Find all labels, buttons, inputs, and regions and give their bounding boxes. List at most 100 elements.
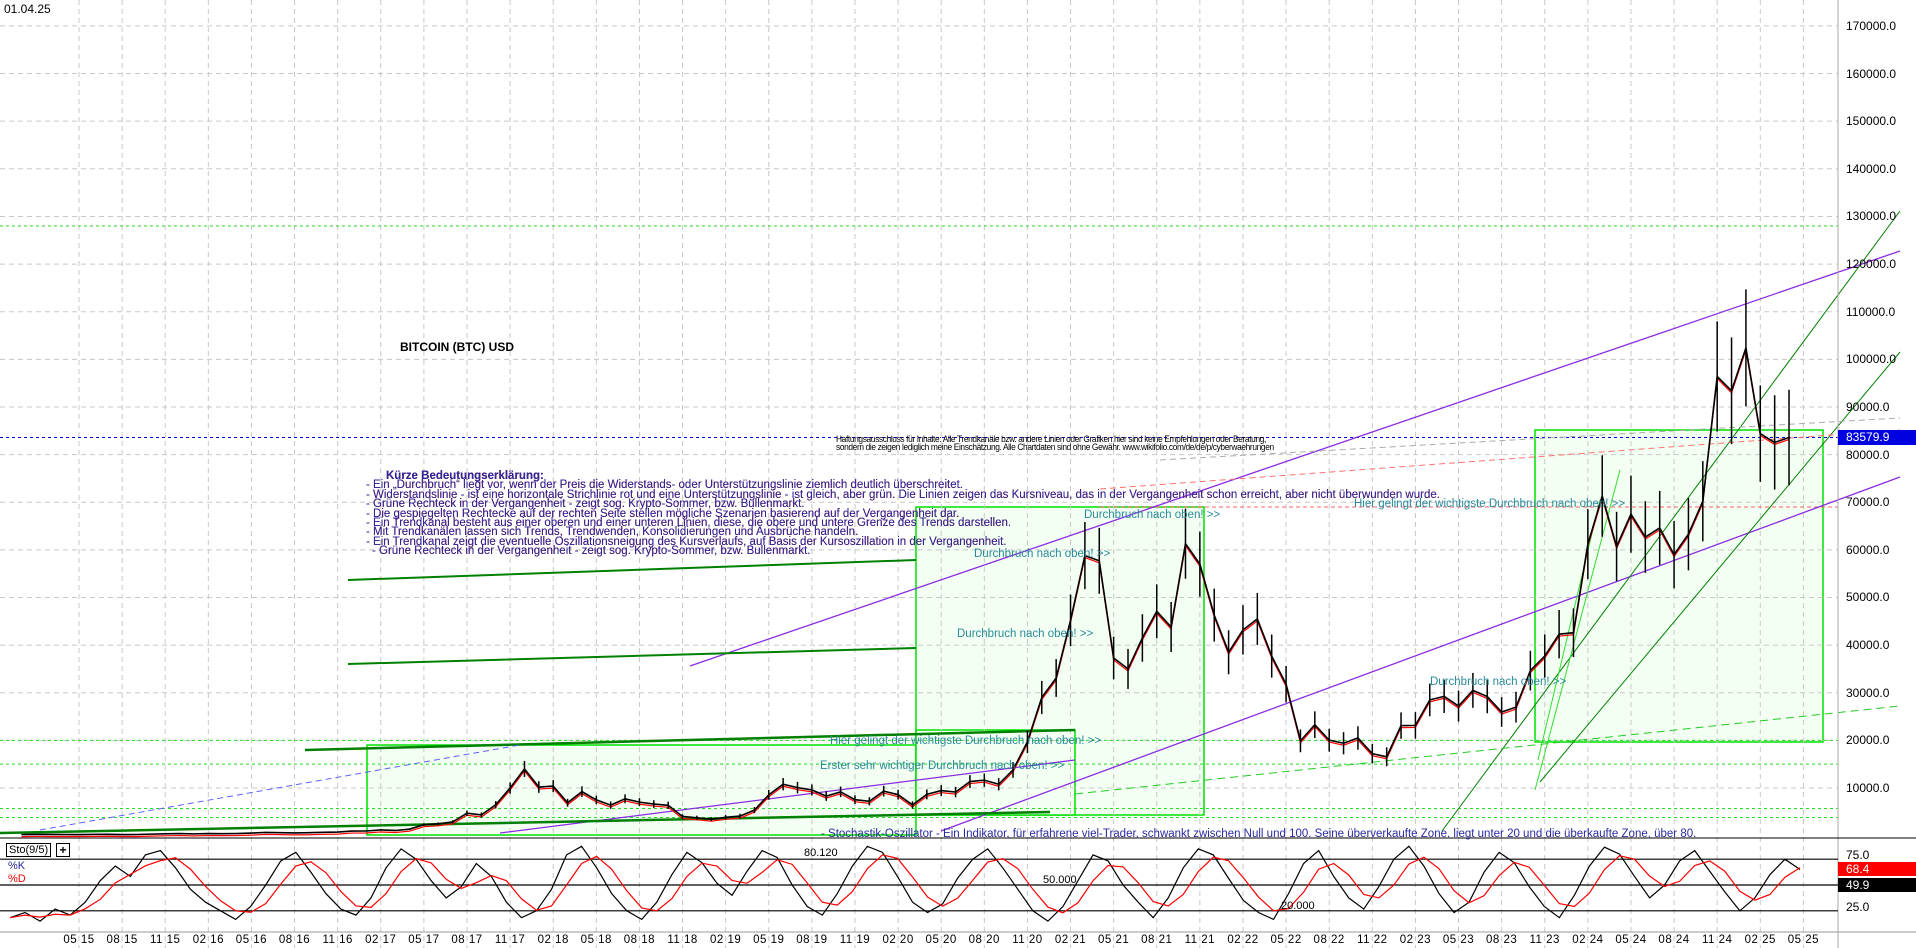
legend-line: - Grüne Rechteck in der Vergangenheit - … [366, 498, 805, 511]
legend-line: - Widerstandslinie - ist eine horizontal… [366, 488, 1440, 501]
date-axis-label: 02 23 [1399, 934, 1432, 946]
disclaimer-line: Haftungsausschluss für Inhalte: Alle Tre… [836, 434, 1266, 444]
add-indicator-button[interactable]: + [56, 843, 70, 857]
bull-market-box [915, 729, 1076, 816]
date-axis-label: 05 17 [408, 934, 440, 946]
date-axis-label: 08 22 [1313, 934, 1345, 946]
date-axis-label: 11 22 [1357, 934, 1388, 946]
date-axis-label: 02 21 [1054, 934, 1087, 946]
legend-line: - Ein Trendkanal besteht aus einer obere… [366, 517, 1012, 530]
stochastic-description: - Stochastik-Oszillator - Ein Indikator,… [821, 828, 1697, 840]
date-axis-label: 08 19 [796, 934, 828, 946]
date-axis-label: 11 20 [1012, 934, 1043, 946]
price-axis-label: 80000.0 [1846, 447, 1890, 462]
legend-block: Kürze Bedeutungserklärung: - Ein „Durchb… [366, 470, 1440, 558]
stochastic-last-d: 49.9 [1838, 878, 1916, 892]
stochastic-axis-label: 25.0 [1846, 900, 1870, 914]
date-axis-label: 08 23 [1485, 934, 1518, 946]
price-axis-label: 50000.0 [1846, 590, 1890, 605]
date-axis-label: 02 25 [1744, 934, 1776, 946]
date-axis-label: 08 17 [451, 934, 483, 946]
date-axis-label: 11 16 [322, 934, 353, 946]
legend-line: - Die gespiegelten Rechtecke auf der rec… [366, 507, 960, 520]
date-axis-label: 02 19 [710, 934, 742, 946]
trend-line [1537, 499, 1601, 761]
trend-line-dashed [1159, 417, 1901, 461]
price-line-down [21, 349, 1790, 838]
stochastic-d-label: %D [8, 873, 26, 885]
date-axis-label: 02 24 [1572, 934, 1604, 946]
price-axis-label: 40000.0 [1846, 638, 1890, 653]
annotation-key-breakout: Hier gelingt der wichtigste Durchbruch n… [830, 735, 1102, 747]
price-axis-label: 90000.0 [1846, 399, 1890, 414]
annotation-breakout: Durchbruch nach oben! >> [957, 628, 1094, 640]
trend-channel-line [1441, 210, 1901, 832]
chart-title: BITCOIN (BTC) USD [400, 340, 514, 354]
bull-market-box [1534, 429, 1824, 743]
date-axis-label: 08 15 [106, 934, 138, 946]
price-axis-label: 10000.0 [1846, 781, 1890, 795]
date-axis-label: 05 22 [1270, 934, 1302, 946]
stochastic-last-k: 68.4 [1838, 862, 1916, 876]
date-axis-label: 08 16 [278, 934, 311, 946]
disclaimer-line: sondern die zeigen lediglich meine Einsc… [836, 442, 1274, 452]
stochastic-indicator-label[interactable]: Sto(9/5) [6, 843, 52, 857]
price-line [21, 347, 1790, 836]
date-axis-label: 02 18 [537, 934, 569, 946]
date-axis-label: 02 17 [365, 934, 397, 946]
legend-line: - Mit Trendkanälen lassen sich Trends, T… [366, 526, 859, 539]
date-axis-label: 05 16 [235, 934, 268, 946]
price-axis-label: 70000.0 [1846, 495, 1890, 510]
stochastic-k-line [9, 845, 1801, 922]
stochastic-level-mid: 50.000 [1043, 874, 1077, 886]
date-axis-label: 11 15 [150, 934, 181, 946]
trend-line [347, 559, 917, 581]
annotation-breakout: Durchbruch nach oben! >> [1084, 509, 1221, 521]
price-axis-label: 130000.0 [1846, 209, 1897, 224]
channel-lower-line [940, 476, 1901, 832]
price-axis-label: 60000.0 [1846, 542, 1890, 557]
trend-line [0, 810, 1051, 835]
disclaimer: Haftungsausschluss für Inhalte: Alle Tre… [836, 434, 1274, 452]
stochastic-level-low: 20.000 [1281, 900, 1315, 912]
date-axis-label: 11 24 [1701, 934, 1733, 946]
price-axis-label: 30000.0 [1846, 685, 1890, 700]
stochastic-d-line [9, 854, 1801, 919]
channel-upper-line [689, 250, 1901, 667]
date-axis-label: 05 21 [1097, 934, 1130, 946]
price-axis-label: 110000.0 [1846, 304, 1896, 319]
legend-line: - Ein „Durchbruch“ liegt vor, wenn der P… [366, 479, 963, 492]
date-axis-label: 02 16 [192, 934, 224, 946]
price-axis-label: 140000.0 [1846, 161, 1897, 176]
date-axis-label: 05 23 [1442, 934, 1475, 946]
annotation-breakout: Durchbruch nach oben! >> [1430, 676, 1567, 688]
date-axis-label: 08 20 [968, 934, 1000, 946]
date-axis-label: 11 19 [839, 934, 871, 946]
trend-line-dashed [1074, 705, 1901, 795]
price-axis-label: 170000.0 [1846, 18, 1897, 33]
legend-line: - Ein Trendkanal zeigt die eventuelle Os… [366, 535, 1007, 548]
price-axis-label: 150000.0 [1846, 114, 1897, 129]
date-axis-label: 05 19 [753, 934, 785, 946]
legend-line: - Grüne Rechteck in der Vergangenheit - … [372, 545, 811, 558]
trend-line [347, 647, 917, 665]
price-axis-label: 20000.0 [1846, 733, 1890, 748]
trend-line [1534, 469, 1621, 791]
date-axis-label: 05 15 [63, 934, 95, 946]
legend-title: Kürze Bedeutungserklärung: [386, 470, 544, 482]
last-price-label: 83579.9 [1838, 430, 1916, 445]
trend-line-dashed [39, 744, 521, 831]
stochastic-level-high: 80.120 [804, 847, 838, 859]
date-axis-label: 08 18 [623, 934, 656, 946]
price-axis-label: 100000.0 [1846, 352, 1897, 367]
date-axis-label: 11 18 [667, 934, 698, 946]
date-axis-label: 05 18 [580, 934, 612, 946]
date-axis-label: 02 20 [882, 934, 914, 946]
annotation-first-breakout: Erster sehr wichtiger Durchbruch nach ob… [820, 760, 1065, 772]
annotation-breakout: Durchbruch nach oben! >> [974, 548, 1111, 560]
date-axis-label: 08 24 [1658, 934, 1690, 946]
resistance-line [1099, 429, 1901, 490]
date-axis-label: 11 21 [1184, 934, 1216, 946]
date-axis-label: 11 23 [1529, 934, 1560, 946]
